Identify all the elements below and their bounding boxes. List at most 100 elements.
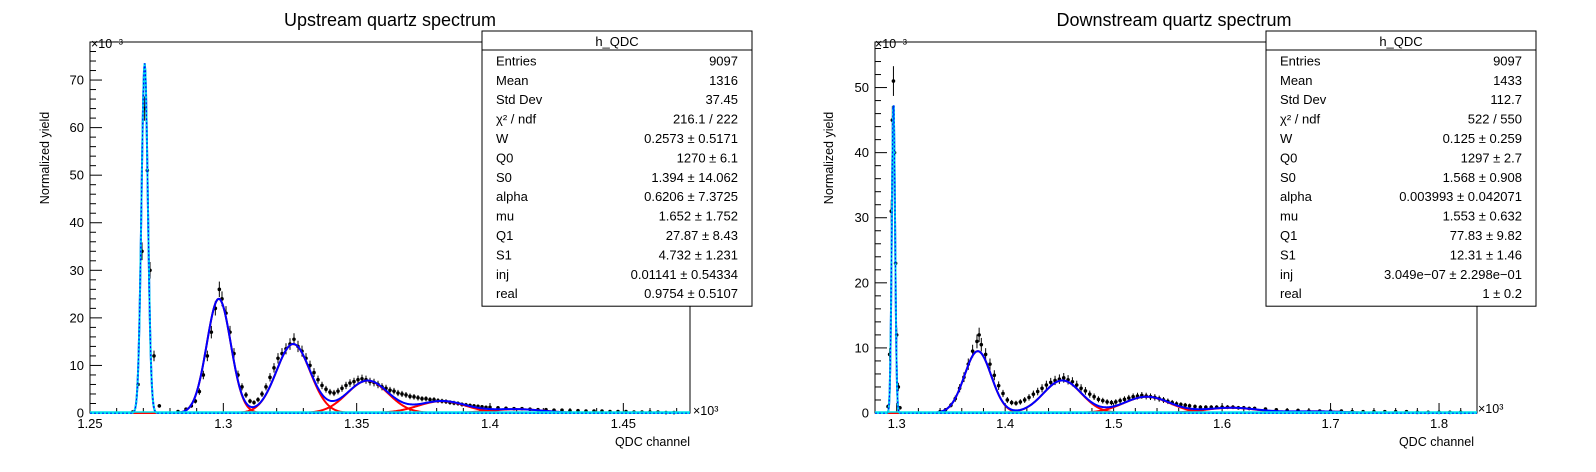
downstream-x-tick-label: 1.4: [996, 416, 1014, 431]
downstream-stats-box-frame: [1265, 30, 1537, 307]
downstream-x-tick-label: 1.6: [1213, 416, 1231, 431]
upstream-data-point: [328, 390, 332, 394]
downstream-y-tick-label: 10: [855, 340, 869, 355]
downstream-data-point: [1074, 383, 1079, 387]
downstream-data-point: [1087, 392, 1092, 396]
upstream-stats-value: 0.6206 ± 7.3725: [644, 189, 738, 204]
upstream-data-point: [400, 392, 404, 396]
upstream-y-tick-label: 20: [70, 310, 84, 325]
downstream-data-point: [1105, 400, 1109, 404]
upstream-stats-label: W: [496, 131, 509, 146]
upstream-stats-value: 1270 ± 6.1: [677, 150, 738, 165]
downstream-x-multiplier: ×10³: [1478, 402, 1503, 416]
upstream-x-tick-label: 1.45: [611, 416, 636, 431]
upstream-data-point: [292, 337, 296, 342]
upstream-data-point: [356, 377, 360, 382]
upstream-stats-box: h_QDC Entries 9097 Mean 1316 Std Dev 37.45 χ² /…: [481, 30, 753, 307]
upstream-data-point: [272, 366, 276, 370]
downstream-x-tick-label: 1.5: [1105, 416, 1123, 431]
upstream-data-point: [408, 394, 412, 399]
downstream-stats-label: S0: [1280, 170, 1296, 185]
downstream-data-point: [1070, 379, 1075, 384]
downstream-y-axis-label: Normalized yield: [822, 112, 836, 204]
downstream-data-point: [1100, 398, 1105, 403]
downstream-stats-value: 112.7: [1490, 92, 1522, 107]
downstream-data-point: [992, 373, 997, 378]
upstream-data-point: [312, 370, 316, 375]
downstream-stats-label: S1: [1280, 247, 1296, 262]
downstream-data-point: [1005, 398, 1010, 402]
downstream-stats-value: 1433: [1493, 73, 1522, 88]
downstream-stats-label: inj: [1280, 267, 1293, 282]
upstream-stats-value: 4.732 ± 1.231: [659, 247, 738, 262]
downstream-stats-value: 1 ± 0.2: [1482, 286, 1522, 301]
upstream-stats-value: 1.394 ± 14.062: [651, 170, 738, 185]
upstream-x-tick-label: 1.4: [481, 416, 499, 431]
downstream-x-axis-label: QDC channel: [1399, 435, 1474, 449]
downstream-stats-value: 0.003993 ± 0.042071: [1399, 189, 1522, 204]
upstream-y-tick-label: 60: [70, 120, 84, 135]
upstream-data-point: [420, 396, 424, 401]
downstream-data-point: [1083, 389, 1088, 393]
upstream-data-point: [332, 391, 336, 395]
upstream-pedestal-fit-dashed: [90, 63, 690, 414]
downstream-data-point: [1048, 380, 1053, 385]
upstream-stats-value: 0.01141 ± 0.54334: [631, 267, 738, 282]
upstream-data-point: [396, 391, 400, 395]
downstream-stats-label: Q0: [1280, 150, 1297, 165]
upstream-data-point: [276, 356, 280, 361]
upstream-data-point: [157, 404, 162, 408]
downstream-data-point: [1092, 394, 1096, 399]
upstream-data-point: [209, 330, 214, 334]
downstream-stats-value: 9097: [1493, 53, 1522, 68]
upstream-stats-label: inj: [496, 267, 509, 282]
downstream-x-tick-label: 1.7: [1322, 416, 1340, 431]
downstream-stats-box-title: h_QDC: [1379, 34, 1422, 49]
downstream-data-point: [1187, 404, 1192, 408]
downstream-stats-label: W: [1280, 131, 1293, 146]
downstream-stats-label: Mean: [1280, 73, 1313, 88]
downstream-chart-title: Downstream quartz spectrum: [1056, 10, 1291, 30]
downstream-data-point: [1127, 396, 1131, 400]
downstream-stats-value: 1.568 ± 0.908: [1443, 170, 1522, 185]
upstream-stats-label: S0: [496, 170, 512, 185]
downstream-data-point: [1009, 400, 1014, 405]
upstream-stats-value: 1.652 ± 1.752: [659, 209, 738, 224]
downstream-y-tick-label: 20: [855, 275, 869, 290]
upstream-data-point: [336, 389, 340, 393]
downstream-stats-box: h_QDC Entries 9097 Mean 1433 Std Dev 112.7 χ² /…: [1265, 30, 1537, 307]
upstream-data-point: [240, 385, 244, 389]
downstream-data-point: [1122, 397, 1127, 402]
downstream-stats-label: χ² / ndf: [1280, 112, 1320, 127]
downstream-data-point: [1061, 376, 1066, 380]
upstream-stats-label: alpha: [496, 189, 529, 204]
upstream-stats-value: 27.87 ± 8.43: [666, 228, 738, 243]
upstream-data-point: [352, 379, 356, 384]
downstream-stats-value: 1297 ± 2.7: [1461, 150, 1522, 165]
upstream-data-point: [428, 397, 432, 402]
downstream-data-point: [1001, 391, 1005, 396]
downstream-data-point: [891, 79, 896, 83]
upstream-data-point: [344, 383, 348, 388]
upstream-data-point: [244, 393, 248, 397]
upstream-data-point: [424, 396, 428, 401]
downstream-data-point: [1014, 401, 1018, 406]
downstream-data-point: [1118, 398, 1122, 403]
downstream-y-multiplier: ×10⁻³: [875, 37, 907, 51]
upstream-data-point: [416, 395, 420, 400]
downstream-data-point: [975, 339, 979, 344]
upstream-data-point: [248, 399, 252, 403]
downstream-y-tick-label: 30: [855, 210, 869, 225]
upstream-data-point: [320, 383, 324, 388]
downstream-data-point: [1044, 383, 1049, 387]
downstream-y-tick-label: 0: [862, 406, 869, 421]
downstream-stats-label: Entries: [1280, 53, 1321, 68]
downstream-stats-value: 3.049e−07 ± 2.298e−01: [1384, 267, 1522, 282]
downstream-stats-value: 0.125 ± 0.259: [1443, 131, 1522, 146]
upstream-x-tick-label: 1.35: [344, 416, 369, 431]
upstream-stats-value: 216.1 / 222: [673, 112, 738, 127]
downstream-stats-value: 77.83 ± 9.82: [1450, 228, 1522, 243]
upstream-stats-label: Entries: [496, 53, 537, 68]
upstream-data-point: [316, 377, 320, 382]
downstream-data-point: [1040, 386, 1044, 391]
